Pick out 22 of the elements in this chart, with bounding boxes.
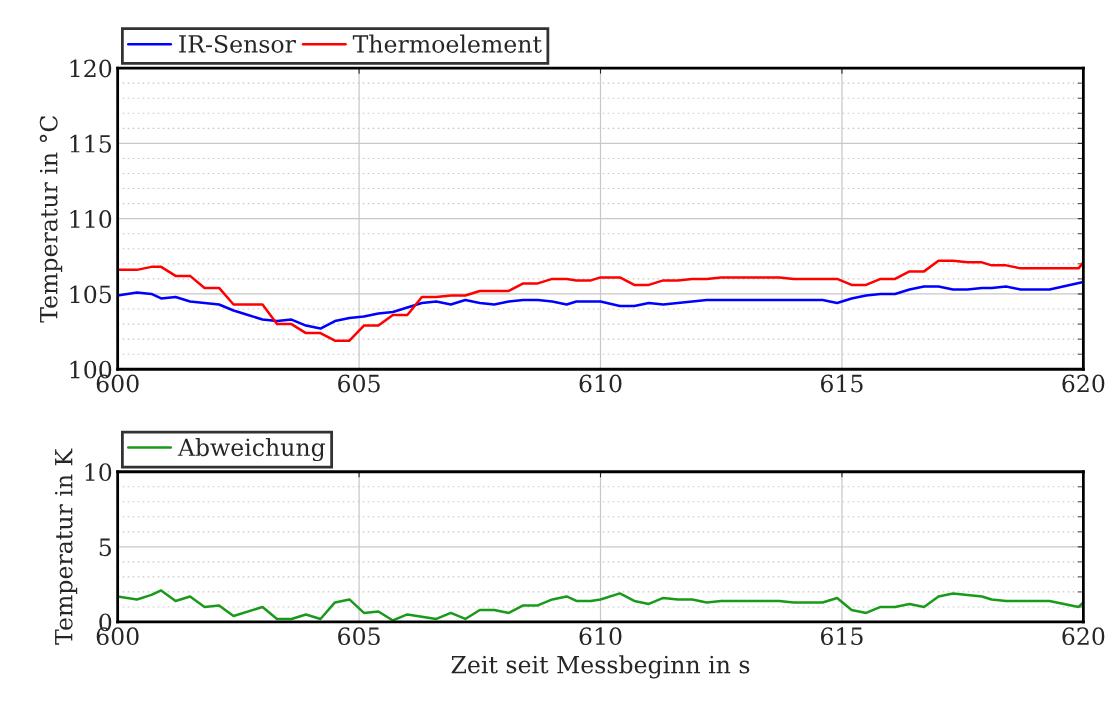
y-tick-label: 5	[99, 538, 111, 557]
y-tick-label: 110	[70, 210, 112, 228]
legend-label: Thermoelement	[352, 34, 542, 53]
y-tick-label: 105	[70, 285, 111, 304]
x-tick-label: 615	[820, 627, 863, 646]
y-tick-label: 10	[85, 463, 112, 482]
y-axis-title: Temperatur in K	[54, 448, 78, 645]
legend-label: IR-Sensor	[179, 35, 296, 53]
y-axis-title: Temperatur in °C	[39, 115, 63, 323]
x-tick-label: 610	[579, 627, 622, 646]
x-tick-label: 615	[820, 374, 863, 393]
y-tick-label: 120	[70, 59, 112, 78]
line-series	[117, 280, 1084, 330]
legend-label: Abweichung	[177, 437, 326, 462]
x-tick-label: 605	[338, 627, 380, 646]
x-tick-label: 620	[1062, 374, 1105, 393]
y-tick-label: 115	[70, 134, 111, 153]
x-axis-title: Zeit seit Messbeginn in s	[451, 655, 750, 679]
x-tick-label: 620	[1062, 627, 1105, 646]
line-series	[117, 259, 1084, 342]
x-tick-label: 610	[579, 374, 622, 393]
x-tick-label: 605	[338, 374, 380, 393]
